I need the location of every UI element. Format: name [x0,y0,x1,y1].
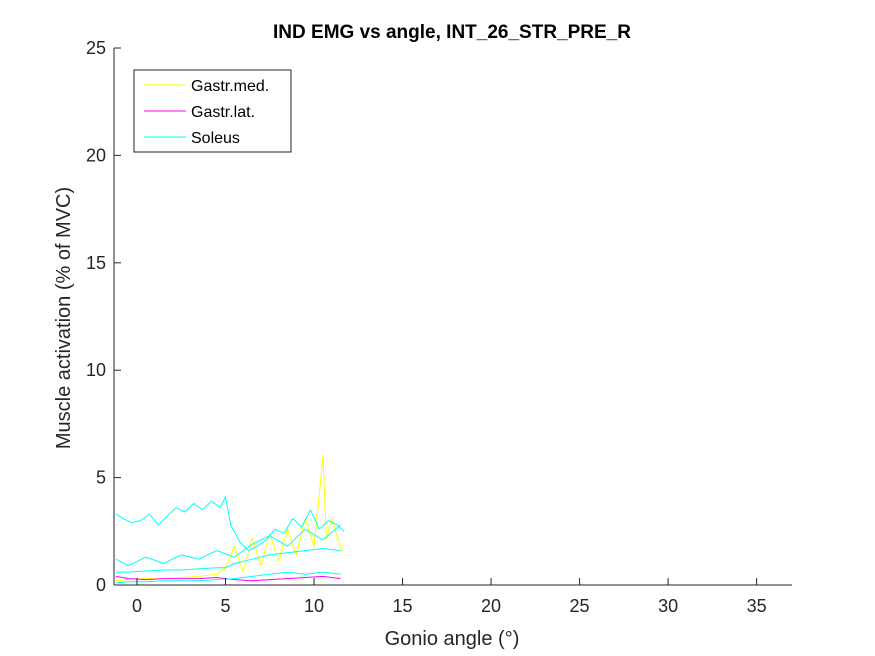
y-tick-label: 5 [96,468,106,488]
x-tick-label: 25 [570,596,590,616]
chart-title: IND EMG vs angle, INT_26_STR_PRE_R [273,22,631,43]
series-line-3 [115,548,341,573]
x-tick-label: 10 [304,596,324,616]
x-tick-label: 20 [481,596,501,616]
series-line-0 [115,455,343,582]
legend-entry-label: Gastr.med. [191,78,269,95]
x-tick-label: 15 [393,596,413,616]
x-tick-label: 5 [221,596,231,616]
x-axis-label: Gonio angle (°) [385,628,520,650]
y-tick-label: 25 [86,38,106,58]
y-tick-label: 0 [96,575,106,595]
y-tick-label: 20 [86,145,106,165]
x-tick-label: 30 [658,596,678,616]
legend-entry-label: Soleus [191,130,240,147]
x-tick-label: 0 [132,596,142,616]
x-tick-label: 35 [747,596,767,616]
y-tick-label: 10 [86,360,106,380]
legend-entry-label: Gastr.lat. [191,104,255,121]
y-tick-label: 15 [86,253,106,273]
y-axis-label: Muscle activation (% of MVC) [53,187,75,449]
plot-area: 0 5 10 15 20 25 30 35 0 5 10 15 20 25 [86,38,792,616]
series-line-4 [115,524,341,567]
legend: Gastr.med. Gastr.lat. Soleus [133,69,292,153]
series-line-2 [115,496,345,552]
